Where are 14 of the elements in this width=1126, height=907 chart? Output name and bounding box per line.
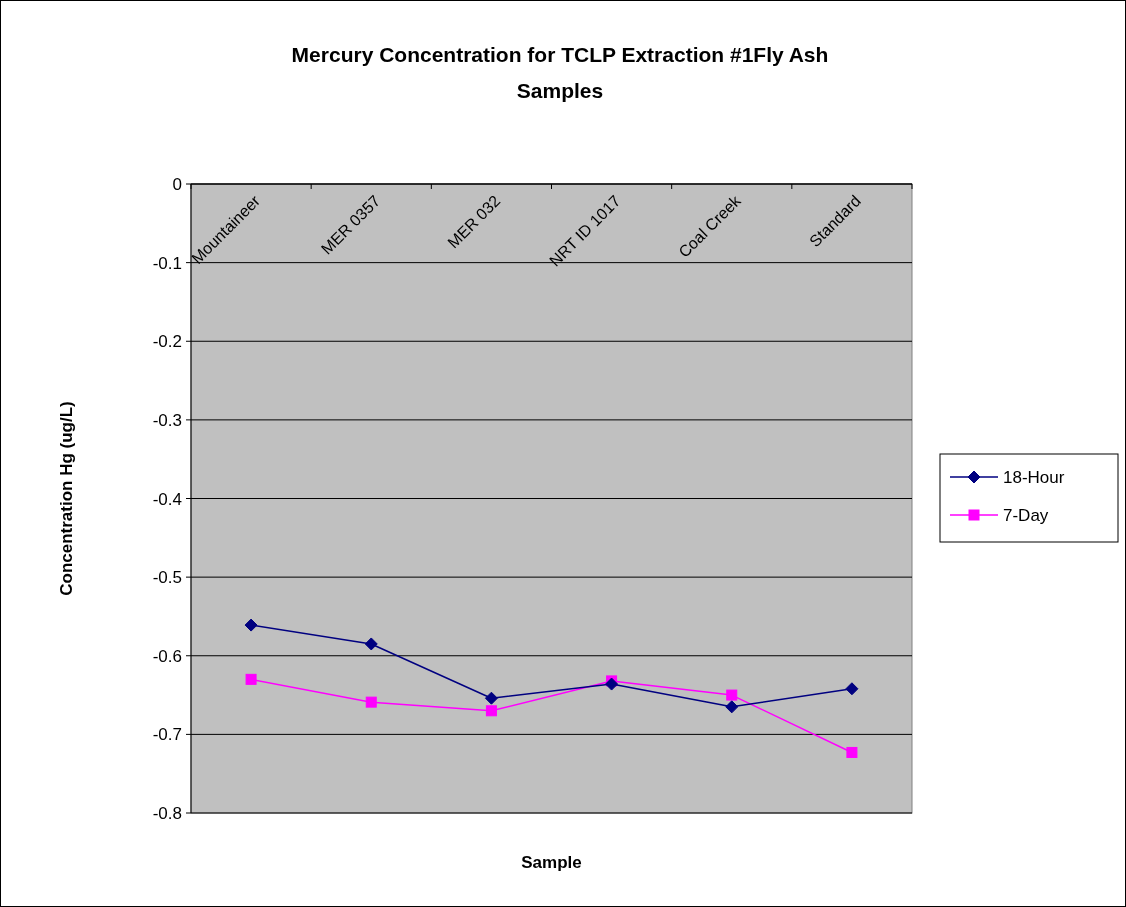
y-tick-label: 0: [172, 175, 182, 194]
y-tick-label: -0.7: [152, 725, 182, 745]
y-tick-label: -0.3: [152, 410, 182, 430]
y-tick-label: -0.2: [152, 332, 182, 352]
y-tick-label: -0.5: [152, 568, 182, 588]
y-tick-label: -0.4: [152, 489, 182, 509]
legend-label: 7-Day: [1003, 506, 1049, 525]
x-axis-title: Sample: [521, 853, 582, 872]
y-tick-label: -0.8: [152, 804, 182, 823]
legend-label: 18-Hour: [1003, 468, 1065, 487]
y-axis-title: Concentration Hg (ug/L): [57, 401, 76, 596]
chart-title: Mercury Concentration for TCLP Extraction #1Fly Ash Samples: [291, 43, 829, 102]
y-tick-label: -0.6: [152, 646, 182, 666]
y-tick-label: -0.1: [152, 253, 182, 273]
